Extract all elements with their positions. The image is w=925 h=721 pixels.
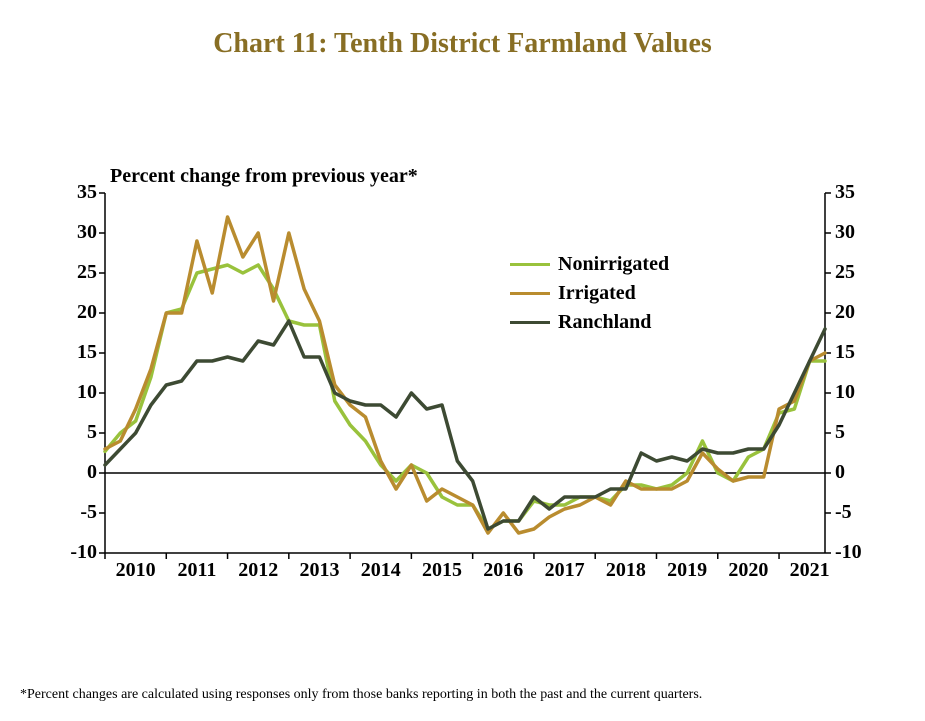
legend-item: Nonirrigated [510, 253, 669, 276]
legend-label: Ranchland [558, 311, 651, 334]
legend-label: Irrigated [558, 282, 636, 305]
legend-swatch [510, 292, 550, 296]
chart-plot-area: Percent change from previous year*353530… [0, 28, 925, 721]
series-irrigated [105, 217, 825, 533]
legend-item: Irrigated [510, 282, 669, 305]
legend-item: Ranchland [510, 311, 669, 334]
legend: Nonirrigated Irrigated Ranchland [510, 253, 669, 340]
chart-svg [0, 28, 925, 721]
series-nonirrigated [105, 265, 825, 529]
series-ranchland [105, 321, 825, 529]
legend-swatch [510, 263, 550, 267]
legend-label: Nonirrigated [558, 253, 669, 276]
footnote: *Percent changes are calculated using re… [20, 687, 702, 703]
legend-swatch [510, 321, 550, 325]
